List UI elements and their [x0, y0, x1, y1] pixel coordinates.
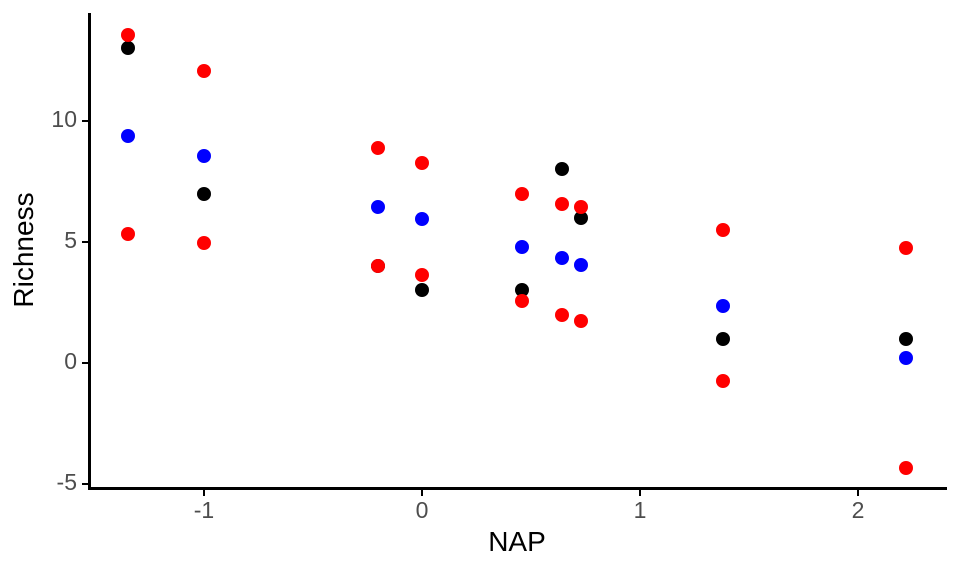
- data-point-fitted-blue: [554, 250, 569, 265]
- y-tick-label: 5: [64, 227, 77, 254]
- data-point-upper-interval-red: [120, 28, 135, 43]
- y-tick-label: 0: [64, 348, 77, 375]
- data-point-observed-black: [415, 283, 429, 298]
- data-point-lower-interval-red: [371, 259, 386, 274]
- data-point-fitted-blue: [197, 149, 211, 164]
- data-point-fitted-blue: [415, 212, 429, 226]
- x-tick-mark: [202, 490, 206, 496]
- data-point-observed-black: [715, 331, 730, 346]
- y-tick-mark: [82, 119, 89, 123]
- data-point-lower-interval-red: [554, 307, 569, 322]
- y-tick-mark: [82, 482, 89, 486]
- data-point-fitted-blue: [898, 351, 913, 366]
- x-tick-label: -1: [193, 497, 215, 523]
- y-tick-label: -5: [56, 469, 77, 496]
- data-point-lower-interval-red: [515, 294, 530, 309]
- x-tick-label: 1: [633, 497, 647, 523]
- x-tick-label: 0: [415, 497, 429, 523]
- x-axis-title: NAP: [488, 526, 546, 557]
- y-tick-label: 10: [51, 106, 77, 133]
- data-point-lower-interval-red: [574, 313, 589, 328]
- data-point-lower-interval-red: [415, 267, 429, 282]
- data-point-fitted-blue: [371, 199, 386, 214]
- y-tick-mark: [82, 240, 89, 244]
- data-point-observed-black: [898, 331, 913, 346]
- y-tick-mark: [82, 361, 89, 365]
- data-point-observed-black: [120, 41, 135, 56]
- data-point-lower-interval-red: [197, 236, 211, 251]
- x-tick-label: 2: [851, 497, 865, 523]
- data-point-lower-interval-red: [120, 226, 135, 241]
- data-point-upper-interval-red: [371, 140, 386, 155]
- data-point-upper-interval-red: [197, 64, 211, 79]
- x-axis-line: [88, 487, 947, 490]
- data-point-fitted-blue: [715, 299, 730, 314]
- data-point-upper-interval-red: [554, 197, 569, 212]
- data-point-fitted-blue: [574, 257, 589, 272]
- data-point-observed-black: [574, 210, 589, 225]
- data-point-fitted-blue: [120, 128, 135, 143]
- data-point-upper-interval-red: [515, 186, 530, 201]
- x-tick-mark: [420, 490, 424, 496]
- y-axis-title: Richness: [8, 192, 39, 308]
- x-tick-mark: [638, 490, 642, 496]
- data-point-lower-interval-red: [898, 461, 913, 476]
- data-point-upper-interval-red: [574, 199, 589, 214]
- data-point-observed-black: [197, 186, 211, 201]
- data-point-upper-interval-red: [715, 222, 730, 237]
- x-tick-mark: [856, 490, 860, 496]
- data-point-observed-black: [554, 162, 569, 177]
- data-point-upper-interval-red: [415, 156, 429, 171]
- data-point-observed-black: [515, 283, 530, 298]
- data-point-lower-interval-red: [715, 374, 730, 389]
- data-point-fitted-blue: [515, 239, 530, 254]
- y-axis-line: [88, 13, 91, 490]
- data-point-upper-interval-red: [898, 241, 913, 256]
